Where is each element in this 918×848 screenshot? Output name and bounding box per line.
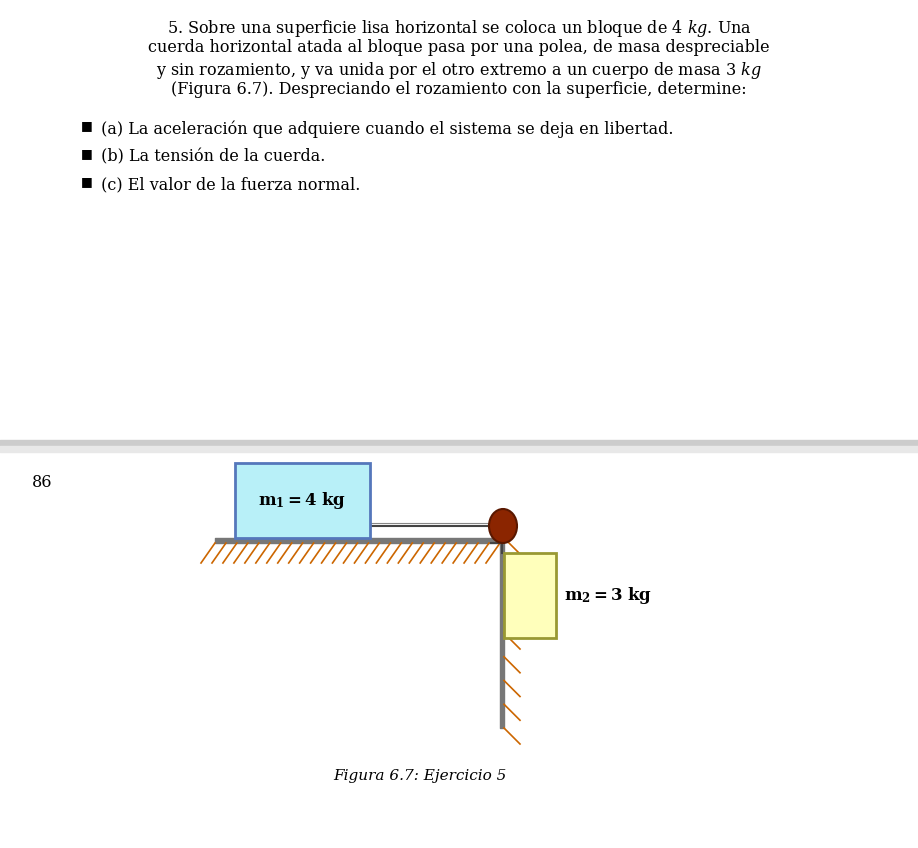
Text: (b) La tensión de la cuerda.: (b) La tensión de la cuerda. (96, 148, 325, 165)
Bar (235, 463, 370, 538)
Text: y sin rozamiento, y va unida por el otro extremo a un cuerpo de masa 3 $kg$: y sin rozamiento, y va unida por el otro… (156, 60, 762, 81)
Text: $\mathbf{m_1 = 4\ kg}$: $\mathbf{m_1 = 4\ kg}$ (259, 490, 347, 511)
Text: 5. Sobre una superficie lisa horizontal se coloca un bloque de 4 $kg$. Una: 5. Sobre una superficie lisa horizontal … (166, 18, 752, 39)
Text: (a) La aceleración que adquiere cuando el sistema se deja en libertad.: (a) La aceleración que adquiere cuando e… (96, 120, 674, 137)
Bar (504, 553, 556, 638)
Text: (c) El valor de la fuerza normal.: (c) El valor de la fuerza normal. (96, 176, 361, 193)
Ellipse shape (489, 509, 517, 543)
Text: $\blacksquare$: $\blacksquare$ (80, 176, 93, 190)
Text: 86: 86 (32, 474, 52, 491)
Text: cuerda horizontal atada al bloque pasa por una polea, de masa despreciable: cuerda horizontal atada al bloque pasa p… (148, 39, 770, 56)
Text: (Figura 6.7). Despreciando el rozamiento con la superficie, determine:: (Figura 6.7). Despreciando el rozamiento… (171, 81, 747, 98)
Text: Figura 6.7: Ejercicio 5: Figura 6.7: Ejercicio 5 (333, 769, 507, 783)
Text: $\mathbf{m_2 = 3\ kg}$: $\mathbf{m_2 = 3\ kg}$ (564, 585, 652, 606)
Text: $\blacksquare$: $\blacksquare$ (80, 120, 93, 134)
Text: $\blacksquare$: $\blacksquare$ (80, 148, 93, 162)
